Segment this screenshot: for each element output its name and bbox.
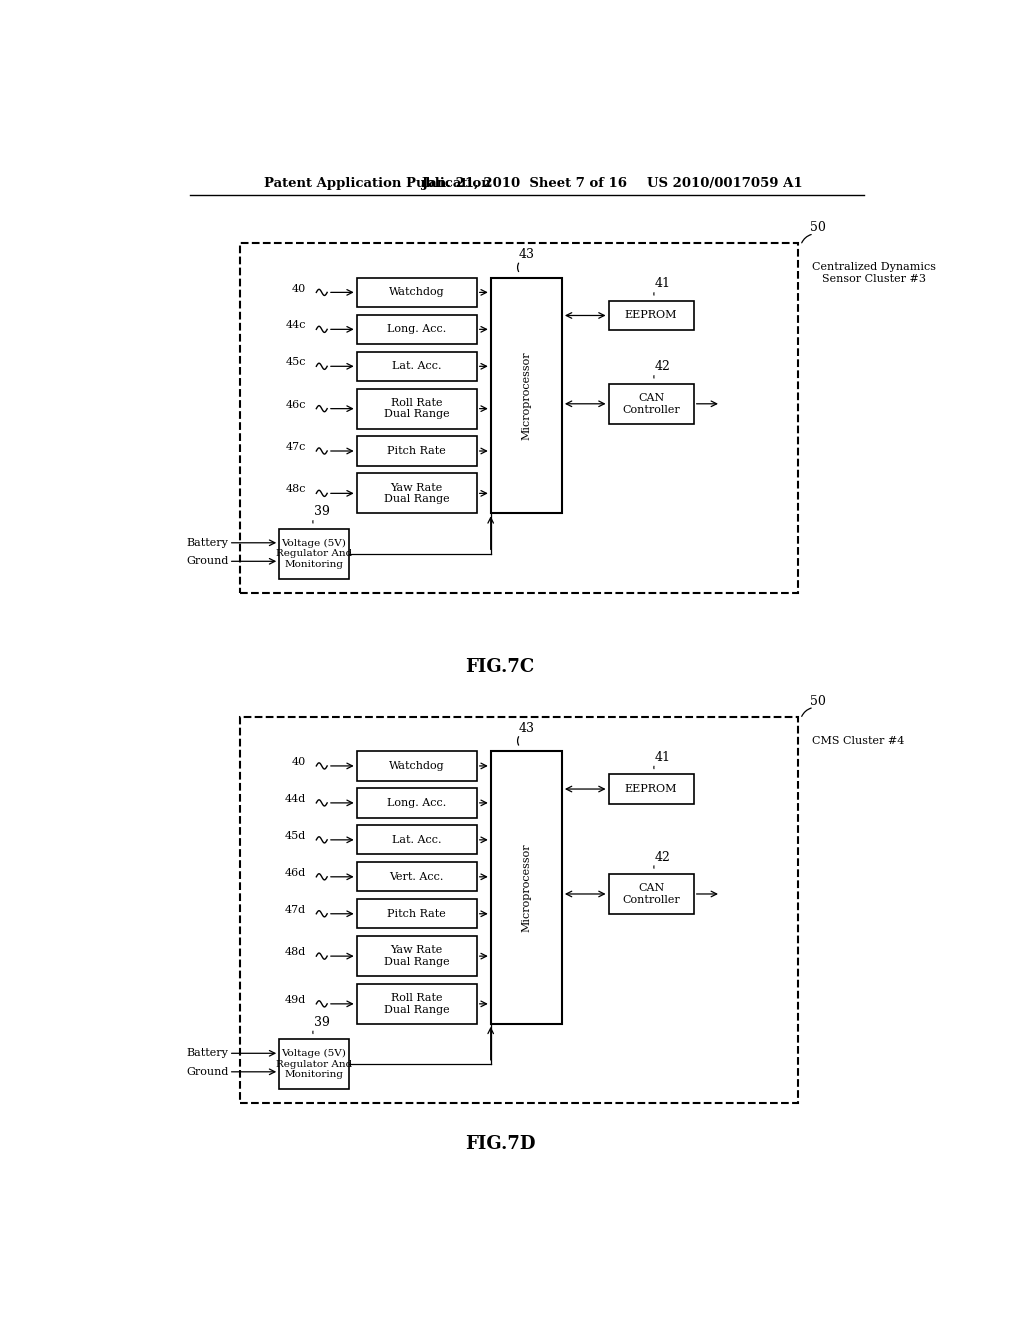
Text: Vert. Acc.: Vert. Acc. — [389, 871, 443, 882]
Text: Microprocessor: Microprocessor — [521, 843, 531, 932]
Text: Centralized Dynamics
Sensor Cluster #3: Centralized Dynamics Sensor Cluster #3 — [812, 263, 936, 284]
Text: Battery: Battery — [186, 537, 228, 548]
Text: Pitch Rate: Pitch Rate — [387, 446, 446, 455]
Text: Ground: Ground — [186, 1067, 228, 1077]
Text: CAN
Controller: CAN Controller — [623, 393, 680, 414]
Bar — [356, 388, 477, 429]
Text: Long. Acc.: Long. Acc. — [387, 325, 446, 334]
Text: 49d: 49d — [285, 995, 306, 1005]
Bar — [608, 874, 693, 913]
Bar — [356, 277, 477, 308]
Text: Long. Acc.: Long. Acc. — [387, 797, 446, 808]
Text: Battery: Battery — [186, 1048, 228, 1059]
Bar — [356, 437, 477, 466]
Text: FIG.7D: FIG.7D — [465, 1135, 536, 1152]
Text: US 2010/0017059 A1: US 2010/0017059 A1 — [646, 177, 802, 190]
Text: 48c: 48c — [286, 484, 306, 495]
Text: Ground: Ground — [186, 556, 228, 566]
Text: FIG.7C: FIG.7C — [465, 657, 535, 676]
Bar — [356, 983, 477, 1024]
Text: Voltage (5V)
Regulator And
Monitoring: Voltage (5V) Regulator And Monitoring — [275, 1049, 352, 1080]
Text: 45d: 45d — [285, 832, 306, 841]
Text: Watchdog: Watchdog — [389, 760, 444, 771]
Text: 39: 39 — [313, 506, 330, 519]
Text: Yaw Rate
Dual Range: Yaw Rate Dual Range — [384, 483, 450, 504]
Bar — [356, 788, 477, 817]
Bar — [608, 384, 693, 424]
Bar — [490, 751, 562, 1024]
Text: 46c: 46c — [286, 400, 306, 409]
Text: 41: 41 — [654, 751, 671, 764]
Bar — [356, 751, 477, 780]
Text: 44c: 44c — [286, 321, 306, 330]
Text: EEPROM: EEPROM — [625, 310, 677, 321]
Bar — [280, 529, 349, 579]
Bar — [280, 1039, 349, 1089]
Text: Microprocessor: Microprocessor — [521, 351, 531, 440]
Text: 40: 40 — [292, 284, 306, 293]
Bar — [241, 243, 799, 593]
Bar — [356, 474, 477, 513]
Text: Roll Rate
Dual Range: Roll Rate Dual Range — [384, 397, 450, 420]
Text: EEPROM: EEPROM — [625, 784, 677, 795]
Text: 40: 40 — [292, 758, 306, 767]
Text: Pitch Rate: Pitch Rate — [387, 908, 446, 919]
Text: 42: 42 — [654, 850, 671, 863]
Text: 42: 42 — [654, 360, 671, 374]
Text: Lat. Acc.: Lat. Acc. — [392, 362, 441, 371]
Text: 43: 43 — [518, 722, 535, 735]
Bar — [241, 717, 799, 1104]
Text: 48d: 48d — [285, 948, 306, 957]
Bar — [356, 351, 477, 381]
Text: CMS Cluster #4: CMS Cluster #4 — [812, 737, 904, 746]
Bar — [356, 936, 477, 977]
Bar — [490, 277, 562, 513]
Text: 45c: 45c — [286, 358, 306, 367]
Text: 44d: 44d — [285, 795, 306, 804]
Bar — [356, 862, 477, 891]
Bar — [608, 775, 693, 804]
Text: Patent Application Publication: Patent Application Publication — [263, 177, 490, 190]
Bar — [356, 314, 477, 345]
Text: Jan. 21, 2010  Sheet 7 of 16: Jan. 21, 2010 Sheet 7 of 16 — [422, 177, 628, 190]
Text: 50: 50 — [810, 694, 825, 708]
Text: Lat. Acc.: Lat. Acc. — [392, 834, 441, 845]
Text: Yaw Rate
Dual Range: Yaw Rate Dual Range — [384, 945, 450, 968]
Text: 50: 50 — [810, 222, 825, 234]
Text: Watchdog: Watchdog — [389, 288, 444, 297]
Bar — [356, 825, 477, 854]
Text: Voltage (5V)
Regulator And
Monitoring: Voltage (5V) Regulator And Monitoring — [275, 539, 352, 569]
Text: 43: 43 — [518, 248, 535, 261]
Text: Roll Rate
Dual Range: Roll Rate Dual Range — [384, 993, 450, 1015]
Text: 41: 41 — [654, 277, 671, 290]
Bar — [608, 301, 693, 330]
Text: 39: 39 — [313, 1016, 330, 1028]
Bar — [356, 899, 477, 928]
Text: 46d: 46d — [285, 869, 306, 878]
Text: 47d: 47d — [285, 906, 306, 915]
Text: 47c: 47c — [286, 442, 306, 453]
Text: CAN
Controller: CAN Controller — [623, 883, 680, 904]
